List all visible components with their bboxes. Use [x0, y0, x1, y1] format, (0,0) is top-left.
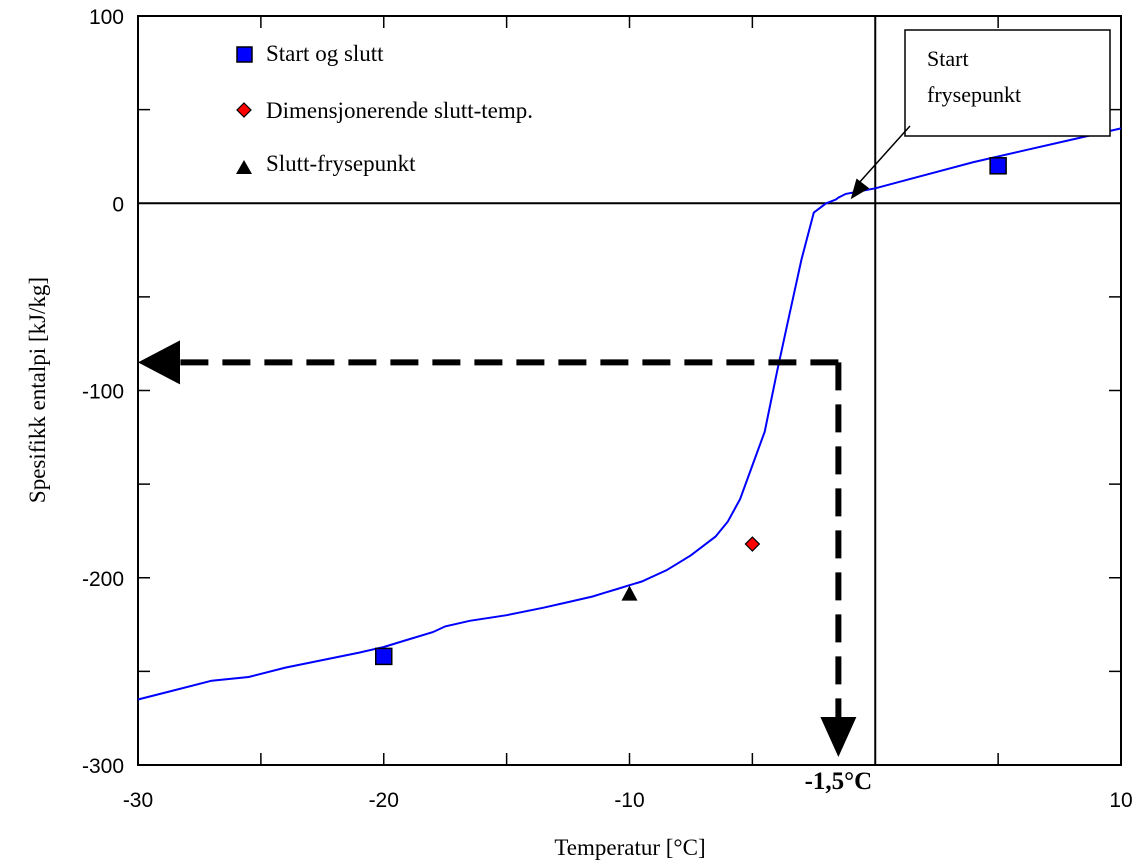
legend-label-slutt-frysepunkt: Slutt-frysepunkt — [266, 151, 416, 176]
left-arrow-head — [138, 340, 180, 385]
y-axis-title: Spesifikk entalpi [kJ/kg] — [25, 277, 50, 503]
legend-marker-square — [236, 46, 253, 63]
legend: Start og slutt Dimensjonerende slutt-tem… — [236, 41, 533, 176]
point-dimensjonerende — [744, 536, 761, 552]
enthalpy-curve — [137, 127, 1122, 701]
x-tick-label: 10 — [1109, 789, 1132, 812]
legend-marker-diamond — [236, 102, 252, 118]
annotation-arrow — [858, 125, 911, 184]
y-axis: -300 -200 -100 0 100 — [82, 6, 1121, 778]
y-tick-label: -200 — [82, 568, 124, 591]
point-start-og-slutt — [375, 647, 393, 666]
legend-marker-triangle — [236, 160, 252, 174]
annotation-box — [904, 29, 1111, 137]
annotation-line-2: frysepunkt — [927, 82, 1021, 107]
y-tick-label: 0 — [112, 193, 124, 216]
x-axis-title: Temperatur [°C] — [554, 835, 705, 860]
y-tick-label: 100 — [89, 6, 124, 29]
annotation-arrow-head — [850, 178, 870, 200]
annotation-line-1: Start — [927, 46, 969, 71]
x-tick-label: -30 — [123, 789, 153, 812]
start-frysepunkt-annotation: Start frysepunkt — [850, 29, 1111, 200]
legend-label-dimensjonerende: Dimensjonerende slutt-temp. — [266, 98, 533, 123]
x-tick-label: -10 — [614, 789, 644, 812]
y-tick-label: -100 — [82, 381, 124, 404]
marked-temperature-label: -1,5°C — [805, 768, 873, 795]
down-arrow-head — [820, 717, 857, 757]
point-slutt-frysepunkt — [621, 585, 638, 601]
x-tick-label: -20 — [369, 789, 399, 812]
legend-label-start-og-slutt: Start og slutt — [266, 41, 384, 66]
point-start-og-slutt — [989, 157, 1007, 175]
y-tick-label: -300 — [82, 755, 124, 778]
data-points — [375, 157, 1007, 666]
